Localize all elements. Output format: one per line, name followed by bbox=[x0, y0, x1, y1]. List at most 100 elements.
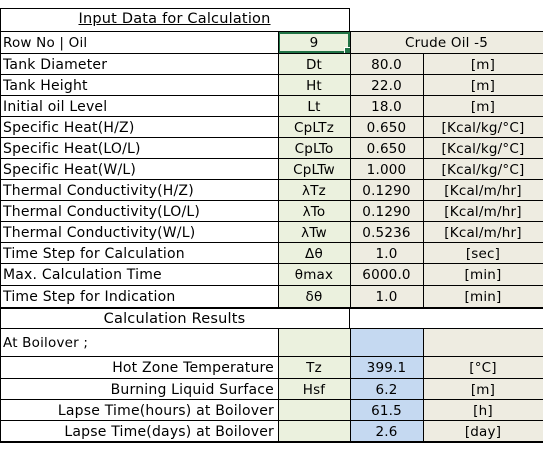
row-no-oil-label: Row No | Oil bbox=[3, 34, 88, 51]
input-value[interactable]: 0.650 bbox=[350, 117, 423, 138]
result-symbol[interactable]: Tz bbox=[278, 357, 350, 379]
input-unit[interactable]: [Kcal/kg/°C] bbox=[423, 117, 543, 138]
input-label: Thermal Conductivity(LO/L) bbox=[3, 203, 201, 220]
input-header: Input Data for Calculation bbox=[0, 8, 349, 30]
input-unit[interactable]: [Kcal/kg/°C] bbox=[423, 138, 543, 159]
input-unit[interactable]: [m] bbox=[423, 96, 543, 117]
grid-line bbox=[0, 356, 543, 357]
input-symbol[interactable]: λTo bbox=[278, 201, 350, 222]
grid-line bbox=[349, 8, 350, 32]
grid-line bbox=[0, 420, 543, 421]
grid-line bbox=[0, 441, 543, 443]
input-value[interactable]: 0.650 bbox=[350, 138, 423, 159]
result-symbol[interactable] bbox=[278, 400, 350, 421]
input-label: Initial oil Level bbox=[3, 98, 108, 115]
grid-line bbox=[0, 179, 543, 180]
input-symbol[interactable]: CpLTw bbox=[278, 159, 350, 180]
result-unit[interactable]: [day] bbox=[423, 421, 543, 442]
result-value[interactable]: 61.5 bbox=[350, 400, 423, 421]
input-value[interactable]: 1.0 bbox=[350, 243, 423, 264]
input-symbol[interactable]: δθ bbox=[278, 286, 350, 308]
oil-name-cell[interactable]: Crude Oil -5 bbox=[350, 32, 543, 53]
result-unit[interactable]: [m] bbox=[423, 379, 543, 400]
grid-line bbox=[0, 307, 543, 309]
input-unit[interactable]: [Kcal/m/hr] bbox=[423, 180, 543, 201]
input-header-text: Input Data for Calculation bbox=[78, 11, 271, 27]
grid-line bbox=[0, 263, 543, 264]
grid-line bbox=[0, 399, 543, 400]
results-header-text: Calculation Results bbox=[103, 310, 246, 327]
result-value[interactable]: 2.6 bbox=[350, 421, 423, 442]
grid-line bbox=[0, 116, 543, 117]
input-label: Tank Height bbox=[3, 77, 88, 94]
input-symbol[interactable]: Ht bbox=[278, 75, 350, 96]
input-label: Tank Diameter bbox=[3, 56, 108, 73]
input-value[interactable]: 6000.0 bbox=[350, 264, 423, 286]
input-label: Time Step for Indication bbox=[3, 289, 176, 305]
row-no-cell[interactable]: 9 bbox=[278, 32, 350, 53]
input-symbol[interactable]: Δθ bbox=[278, 243, 350, 264]
boilover-label: At Boilover ; bbox=[3, 335, 89, 351]
input-unit[interactable]: [min] bbox=[423, 286, 543, 308]
grid-line bbox=[0, 242, 543, 243]
result-label: Hot Zone Temperature bbox=[112, 360, 274, 376]
boilover-unit-cell[interactable] bbox=[423, 329, 543, 357]
result-label: Burning Liquid Surface bbox=[110, 381, 274, 398]
input-label: Specific Heat(W/L) bbox=[3, 161, 137, 178]
grid-line bbox=[0, 8, 1, 443]
grid-line bbox=[0, 378, 543, 379]
grid-line bbox=[349, 308, 350, 329]
input-symbol[interactable]: CpLTz bbox=[278, 117, 350, 138]
result-unit[interactable]: [h] bbox=[423, 400, 543, 421]
grid-line bbox=[0, 95, 543, 96]
input-symbol[interactable]: θmax bbox=[278, 264, 350, 286]
input-unit[interactable]: [m] bbox=[423, 54, 543, 75]
input-label: Thermal Conductivity(W/L) bbox=[3, 224, 196, 241]
input-unit[interactable]: [Kcal/m/hr] bbox=[423, 222, 543, 243]
input-label: Specific Heat(LO/L) bbox=[3, 140, 141, 157]
grid-line bbox=[350, 329, 351, 442]
boilover-value-cell[interactable] bbox=[350, 329, 423, 357]
grid-line bbox=[423, 329, 424, 442]
grid-line bbox=[0, 221, 543, 222]
input-value[interactable]: 1.000 bbox=[350, 159, 423, 180]
input-symbol[interactable]: Dt bbox=[278, 54, 350, 75]
input-value[interactable]: 18.0 bbox=[350, 96, 423, 117]
input-label: Max. Calculation Time bbox=[3, 267, 162, 283]
grid-line bbox=[0, 328, 543, 329]
input-label: Time Step for Calculation bbox=[3, 245, 185, 262]
grid-line bbox=[278, 329, 279, 442]
input-unit[interactable]: [Kcal/kg/°C] bbox=[423, 159, 543, 180]
result-value[interactable]: 6.2 bbox=[350, 379, 423, 400]
input-symbol[interactable]: CpLTo bbox=[278, 138, 350, 159]
grid-line bbox=[423, 54, 424, 308]
input-unit[interactable]: [m] bbox=[423, 75, 543, 96]
result-value[interactable]: 399.1 bbox=[350, 357, 423, 379]
input-unit[interactable]: [Kcal/m/hr] bbox=[423, 201, 543, 222]
input-value[interactable]: 22.0 bbox=[350, 75, 423, 96]
input-label: Specific Heat(H/Z) bbox=[3, 119, 135, 136]
result-unit[interactable]: [°C] bbox=[423, 357, 543, 379]
result-label: Lapse Time(hours) at Boilover bbox=[57, 402, 274, 419]
results-header: Calculation Results bbox=[0, 308, 349, 329]
input-symbol[interactable]: λTw bbox=[278, 222, 350, 243]
input-symbol[interactable]: λTz bbox=[278, 180, 350, 201]
result-label: Lapse Time(days) at Boilover bbox=[64, 423, 274, 440]
input-value[interactable]: 0.1290 bbox=[350, 201, 423, 222]
grid-line bbox=[350, 32, 351, 308]
input-symbol[interactable]: Lt bbox=[278, 96, 350, 117]
grid-line bbox=[0, 200, 543, 201]
result-symbol[interactable] bbox=[278, 421, 350, 442]
grid-line bbox=[278, 32, 279, 308]
input-value[interactable]: 1.0 bbox=[350, 286, 423, 308]
grid-line bbox=[0, 137, 543, 138]
input-unit[interactable]: [min] bbox=[423, 264, 543, 286]
input-unit[interactable]: [sec] bbox=[423, 243, 543, 264]
grid-line bbox=[0, 158, 543, 159]
input-value[interactable]: 0.1290 bbox=[350, 180, 423, 201]
result-symbol[interactable]: Hsf bbox=[278, 379, 350, 400]
boilover-symbol-cell[interactable] bbox=[278, 329, 350, 357]
input-label: Thermal Conductivity(H/Z) bbox=[3, 182, 194, 199]
input-value[interactable]: 80.0 bbox=[350, 54, 423, 75]
input-value[interactable]: 0.5236 bbox=[350, 222, 423, 243]
